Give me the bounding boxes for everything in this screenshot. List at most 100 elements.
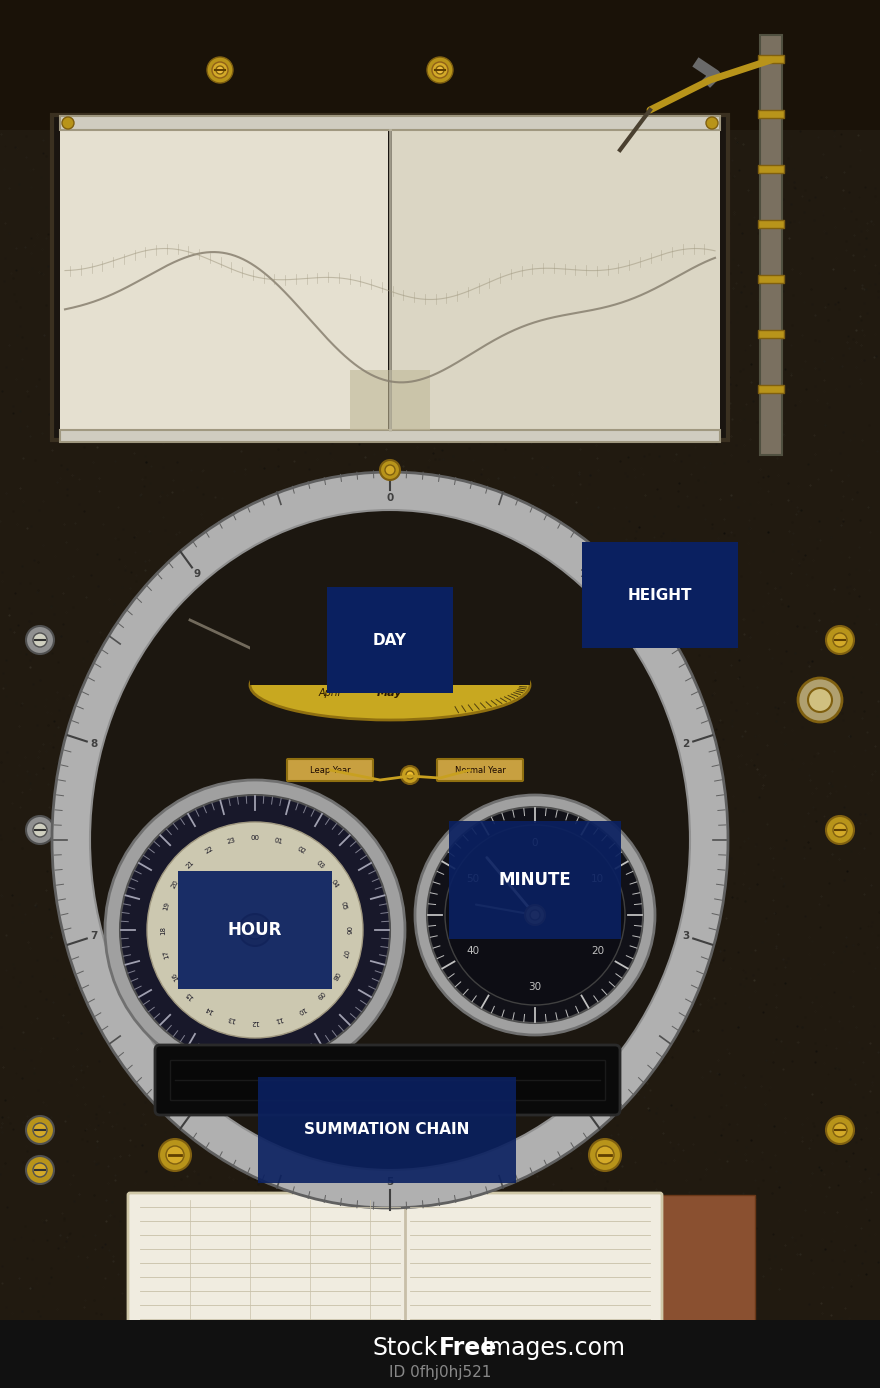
Circle shape — [159, 1140, 191, 1171]
Ellipse shape — [52, 472, 728, 1208]
Bar — [760, 35, 782, 455]
Circle shape — [26, 1116, 54, 1144]
Text: 19: 19 — [162, 901, 170, 912]
Circle shape — [147, 822, 363, 1038]
Bar — [758, 330, 784, 339]
Text: 08: 08 — [330, 970, 340, 981]
Text: 3: 3 — [682, 931, 689, 941]
Ellipse shape — [90, 509, 690, 1170]
Bar — [758, 384, 784, 393]
Circle shape — [105, 780, 405, 1080]
Circle shape — [33, 1123, 47, 1137]
Circle shape — [406, 770, 414, 779]
Text: 20: 20 — [171, 879, 180, 890]
Text: 18: 18 — [160, 926, 166, 934]
Circle shape — [427, 806, 643, 1023]
Circle shape — [26, 1156, 54, 1184]
Circle shape — [384, 1169, 396, 1181]
Text: SUMMATION CHAIN: SUMMATION CHAIN — [304, 1123, 470, 1138]
Bar — [250, 645, 530, 686]
Circle shape — [401, 766, 419, 784]
Circle shape — [436, 67, 444, 74]
Text: 13: 13 — [226, 1015, 237, 1023]
Circle shape — [385, 465, 395, 475]
Text: 16: 16 — [171, 970, 180, 981]
Circle shape — [445, 824, 625, 1005]
Text: HEIGHT: HEIGHT — [627, 587, 693, 602]
Text: 0: 0 — [386, 493, 393, 504]
Text: 5: 5 — [386, 1177, 393, 1187]
Bar — [52, 115, 728, 440]
Text: 8: 8 — [91, 738, 98, 750]
Circle shape — [246, 922, 264, 940]
Bar — [758, 165, 784, 174]
Text: 30: 30 — [528, 981, 541, 992]
Circle shape — [239, 915, 271, 947]
Text: Leap Year: Leap Year — [310, 766, 350, 775]
Text: 22: 22 — [203, 845, 215, 855]
Bar — [0, 0, 880, 130]
Circle shape — [427, 57, 453, 83]
Circle shape — [33, 823, 47, 837]
Text: 17: 17 — [162, 948, 170, 959]
Text: 15: 15 — [185, 990, 195, 1001]
Text: 07: 07 — [340, 948, 348, 959]
Text: Images.com: Images.com — [482, 1337, 626, 1360]
Bar — [350, 371, 430, 430]
Bar — [758, 110, 784, 118]
Circle shape — [216, 67, 224, 74]
Circle shape — [798, 677, 842, 722]
Circle shape — [833, 633, 847, 647]
Text: ID 0fhj0hj521: ID 0fhj0hj521 — [389, 1364, 491, 1380]
Text: 03: 03 — [315, 859, 326, 870]
Circle shape — [525, 905, 545, 924]
Circle shape — [415, 795, 655, 1035]
Circle shape — [706, 117, 718, 129]
FancyBboxPatch shape — [128, 1194, 662, 1352]
Bar — [758, 275, 784, 283]
Text: 14: 14 — [203, 1005, 215, 1015]
Text: 50: 50 — [466, 874, 480, 884]
Text: 10: 10 — [296, 1005, 306, 1015]
Text: 09: 09 — [315, 990, 326, 1001]
Bar — [392, 130, 720, 430]
Text: 6: 6 — [193, 1101, 201, 1110]
Bar — [0, 1320, 880, 1388]
Circle shape — [833, 1123, 847, 1137]
Text: 01: 01 — [274, 837, 284, 845]
Ellipse shape — [250, 650, 530, 720]
Text: 2: 2 — [682, 738, 689, 750]
Text: 21: 21 — [185, 859, 195, 870]
FancyBboxPatch shape — [155, 1045, 620, 1115]
Circle shape — [207, 57, 233, 83]
Text: 9: 9 — [193, 569, 201, 579]
Text: 05: 05 — [340, 901, 348, 912]
Text: April: April — [319, 688, 341, 698]
FancyBboxPatch shape — [437, 759, 523, 781]
Text: MINUTE: MINUTE — [499, 872, 571, 888]
Circle shape — [26, 816, 54, 844]
Circle shape — [212, 62, 228, 78]
Text: 20: 20 — [590, 947, 604, 956]
Text: HOUR: HOUR — [228, 922, 282, 940]
Text: Stock: Stock — [372, 1337, 438, 1360]
Circle shape — [826, 626, 854, 654]
Text: 11: 11 — [274, 1015, 284, 1023]
Circle shape — [808, 688, 832, 712]
Bar — [758, 221, 784, 228]
FancyBboxPatch shape — [287, 759, 373, 781]
Text: Free: Free — [439, 1337, 497, 1360]
Circle shape — [596, 1146, 614, 1165]
Text: 00: 00 — [251, 836, 260, 841]
Circle shape — [826, 816, 854, 844]
Text: DAY: DAY — [373, 633, 407, 647]
Circle shape — [166, 1146, 184, 1165]
Bar — [60, 430, 720, 441]
Circle shape — [833, 823, 847, 837]
Text: 10: 10 — [590, 874, 604, 884]
Text: 1: 1 — [580, 569, 587, 579]
Circle shape — [589, 1140, 621, 1171]
Circle shape — [380, 459, 400, 480]
Text: 4: 4 — [580, 1101, 587, 1110]
Circle shape — [432, 62, 448, 78]
